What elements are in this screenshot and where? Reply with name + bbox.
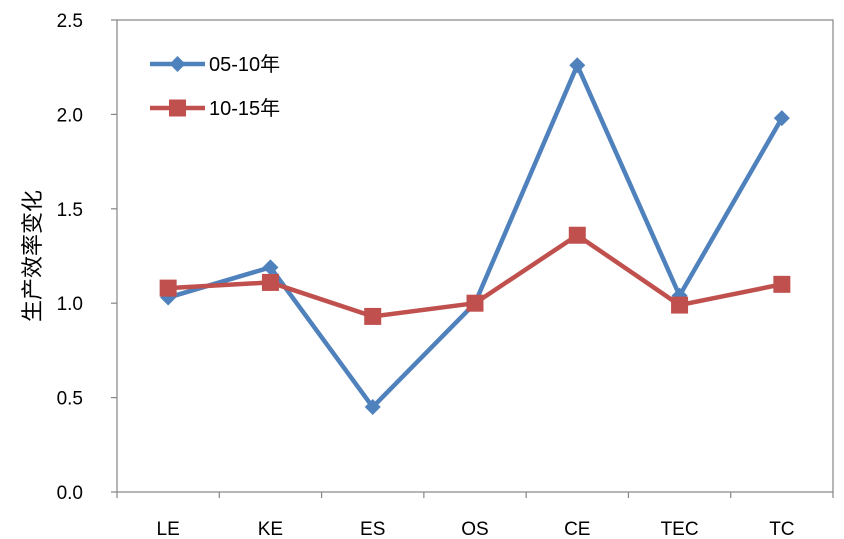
data-point xyxy=(159,279,177,297)
data-point xyxy=(568,226,586,244)
x-tick-label: TEC xyxy=(661,519,699,539)
x-tick-label: CE xyxy=(564,519,590,539)
data-point xyxy=(569,57,586,74)
y-tick-label: 1.0 xyxy=(57,294,83,315)
y-tick-label: 2.5 xyxy=(57,11,83,32)
x-axis: LE KE ES OS CE TEC TC xyxy=(116,492,834,539)
data-point xyxy=(773,275,791,293)
legend-entry-2: 10-15年 xyxy=(150,97,280,120)
y-tick-label: 0.0 xyxy=(57,483,83,504)
y-tick-label: 2.0 xyxy=(57,105,83,126)
legend-marker xyxy=(169,56,186,72)
y-axis: 0.0 0.5 1.0 1.5 2.0 2.5 xyxy=(57,11,117,504)
series-layer xyxy=(159,57,791,416)
x-tick-label: TC xyxy=(769,519,794,539)
legend: 05-10年 10-15年 xyxy=(150,53,280,120)
x-tick-label: LE xyxy=(157,519,180,539)
plot-area xyxy=(116,19,834,493)
series-2 xyxy=(159,226,791,325)
data-point xyxy=(466,294,484,312)
y-tick-label: 1.5 xyxy=(57,200,83,221)
y-axis-title: 生产效率变化 xyxy=(21,190,46,322)
data-point xyxy=(671,296,689,314)
data-point xyxy=(364,307,382,325)
legend-label: 10-15年 xyxy=(209,97,280,120)
data-point xyxy=(364,399,381,416)
data-point xyxy=(261,273,279,291)
x-tick-label: OS xyxy=(461,519,488,539)
x-tick-label: KE xyxy=(258,519,283,539)
data-point xyxy=(262,259,279,276)
legend-marker xyxy=(169,99,186,117)
x-tick-label: ES xyxy=(360,519,385,539)
plot-frame xyxy=(116,19,834,493)
y-tick-label: 0.5 xyxy=(57,389,83,410)
data-point xyxy=(773,110,790,127)
legend-entry-1: 05-10年 xyxy=(150,53,280,76)
legend-label: 05-10年 xyxy=(209,53,280,76)
